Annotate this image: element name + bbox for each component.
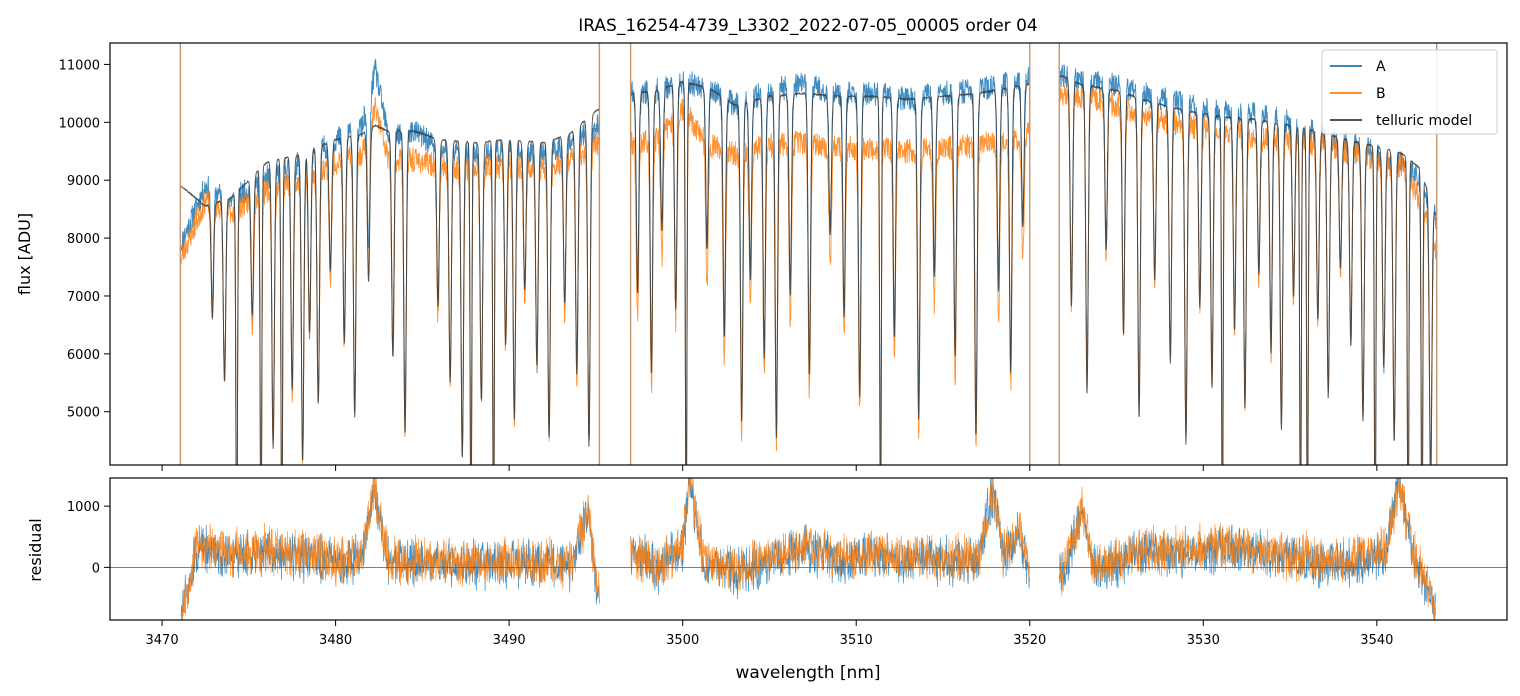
flux-x-ticks [161, 465, 1378, 471]
residual-y-ticks: 0 1000 [67, 500, 110, 576]
y-tick-label: 5000 [67, 406, 100, 421]
chart-title: IRAS_16254-4739_L3302_2022-07-05_00005 o… [578, 16, 1037, 36]
flux-series-group [179, 43, 1438, 465]
x-tick-label: 3540 [1360, 633, 1393, 648]
flux-y-axis-label: flux [ADU] [15, 213, 34, 295]
y-tick-label: 11000 [59, 58, 100, 73]
y-tick-label: 9000 [67, 174, 100, 189]
x-tick-label: 3480 [319, 633, 352, 648]
legend-label-a: A [1376, 59, 1386, 75]
legend-label-telluric-model: telluric model [1376, 113, 1472, 129]
x-tick-label: 3520 [1013, 633, 1046, 648]
residual-x-ticks: 3470 3480 3490 3500 3510 3520 3530 3540 [146, 620, 1393, 648]
y-tick-label: 0 [92, 561, 100, 576]
x-axis-label: wavelength [nm] [735, 663, 880, 683]
y-tick-label: 10000 [59, 116, 100, 131]
x-tick-label: 3500 [666, 633, 699, 648]
residual-panel: 0 1000 3470 3480 3490 3500 3510 3520 3530 3540 r… [26, 477, 1508, 683]
flux-line-telluric-model [180, 75, 1437, 465]
residual-series-group [110, 478, 1507, 620]
x-tick-label: 3490 [493, 633, 526, 648]
x-tick-label: 3510 [840, 633, 873, 648]
y-tick-label: 8000 [67, 232, 100, 247]
x-tick-label: 3470 [146, 633, 179, 648]
flux-panel: 5000 6000 7000 8000 9000 10000 11000 flux [ADU… [15, 42, 1508, 471]
legend-label-b: B [1376, 86, 1386, 102]
legend-box [1321, 49, 1498, 135]
residual-axes-frame [109, 477, 1508, 621]
y-tick-label: 6000 [67, 348, 100, 363]
y-tick-label: 1000 [67, 500, 100, 515]
flux-axes-frame [109, 42, 1508, 466]
x-tick-label: 3530 [1187, 633, 1220, 648]
flux-y-ticks: 5000 6000 7000 8000 9000 10000 11000 [59, 58, 110, 421]
y-tick-label: 7000 [67, 290, 100, 305]
residual-y-axis-label: residual [26, 518, 45, 581]
